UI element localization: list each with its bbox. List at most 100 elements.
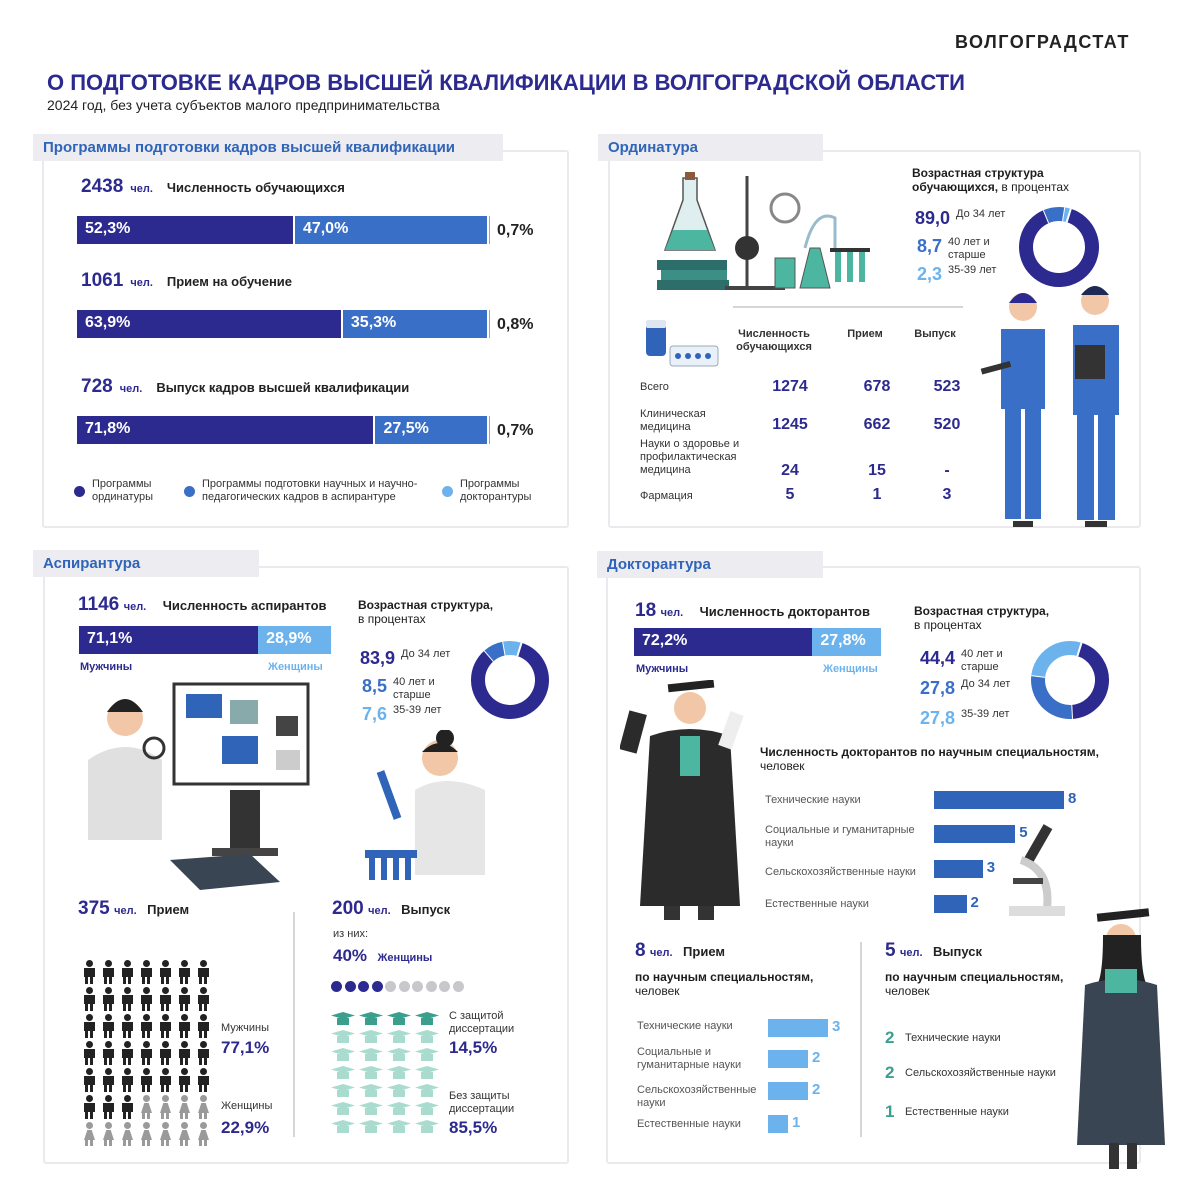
cap-base bbox=[393, 1018, 405, 1025]
cap-top bbox=[331, 1066, 355, 1073]
table-cell: 678 bbox=[863, 378, 891, 395]
icon-body bbox=[179, 1130, 190, 1140]
icon-head bbox=[143, 987, 150, 994]
icon-head bbox=[162, 987, 169, 994]
cap-top bbox=[331, 1102, 355, 1109]
graduation-cap-icon bbox=[359, 1012, 383, 1026]
bar-segment-0: 52,3% bbox=[77, 216, 293, 244]
graduation-cap-icon bbox=[415, 1084, 439, 1098]
icon-leg bbox=[185, 977, 188, 984]
unit-label: чел. bbox=[900, 947, 923, 959]
aspirantura-count-label: Численность аспирантов bbox=[162, 598, 327, 613]
intake-label: Прием bbox=[147, 902, 190, 917]
icon-body bbox=[122, 1130, 133, 1140]
program-stacked-bar: 52,3% 47,0% bbox=[77, 216, 490, 244]
intake-sub-unit: человек bbox=[635, 984, 680, 998]
icon-leg bbox=[128, 1139, 131, 1146]
cap-top bbox=[359, 1102, 383, 1109]
age-row: 83,9 До 34 лет bbox=[353, 648, 493, 669]
donut-slice-0 bbox=[1070, 642, 1109, 719]
icon-body bbox=[160, 1103, 171, 1113]
icon-head bbox=[86, 1068, 93, 1075]
icon-body bbox=[198, 1103, 209, 1113]
of-them-label: из них: bbox=[333, 928, 369, 940]
icon-leg bbox=[123, 1085, 126, 1092]
icon-leg bbox=[142, 1058, 145, 1065]
program-count: 1061 bbox=[81, 270, 124, 291]
microscope-icon bbox=[1009, 824, 1065, 916]
icon-head bbox=[200, 987, 207, 994]
spec-bar bbox=[934, 791, 1064, 809]
man-icon bbox=[158, 1014, 172, 1038]
age-label: 40 лет и старше bbox=[393, 676, 435, 701]
icon-head bbox=[181, 1095, 188, 1102]
program-row-header: 2438 чел. Численность обучающихся bbox=[81, 176, 501, 198]
icon-body bbox=[198, 995, 209, 1004]
donut-slice-1 bbox=[1031, 675, 1073, 719]
intake-spec-bar bbox=[768, 1019, 828, 1037]
icon-leg bbox=[104, 1139, 107, 1146]
age-value: 2,3 bbox=[916, 264, 942, 284]
icon-body bbox=[84, 1076, 95, 1085]
icon-leg bbox=[128, 1031, 131, 1038]
bar-segment-2 bbox=[487, 216, 490, 244]
man-icon bbox=[196, 960, 210, 984]
donut-slice-2 bbox=[1031, 641, 1082, 678]
icon-head bbox=[105, 1122, 112, 1129]
woman-icon bbox=[177, 1122, 191, 1146]
graduation-cap-icon bbox=[359, 1048, 383, 1062]
cap-base bbox=[365, 1036, 377, 1043]
icon-leg bbox=[180, 1031, 183, 1038]
icon-leg bbox=[90, 977, 93, 984]
grad-spec-value: 2 bbox=[885, 1028, 895, 1047]
program-row-label: Численность обучающихся bbox=[166, 180, 345, 195]
bar-value-doktorantura: 0,7% bbox=[497, 422, 534, 439]
icon-leg bbox=[142, 1139, 145, 1146]
age-row: 8,5 40 лет и старше bbox=[353, 676, 493, 702]
bar-segment-0: 71,8% bbox=[77, 416, 374, 444]
icon-leg bbox=[199, 1085, 202, 1092]
icon-head bbox=[181, 1014, 188, 1021]
men-label: Мужчины bbox=[636, 663, 689, 675]
grad-spec-value: 1 bbox=[885, 1102, 895, 1121]
cap-top bbox=[415, 1084, 439, 1091]
icon-leg bbox=[161, 1085, 164, 1092]
icon-head bbox=[105, 1068, 112, 1075]
cap-base bbox=[421, 1090, 433, 1097]
icon-leg bbox=[128, 1058, 131, 1065]
icon-leg bbox=[85, 1031, 88, 1038]
icon-body bbox=[141, 968, 152, 977]
icon-body bbox=[141, 1022, 152, 1031]
icon-leg bbox=[109, 977, 112, 984]
icon-body bbox=[179, 1076, 190, 1085]
cap-top bbox=[415, 1120, 439, 1127]
unit-label: чел. bbox=[127, 183, 153, 195]
icon-body bbox=[84, 1049, 95, 1058]
man-icon bbox=[139, 960, 153, 984]
man-icon bbox=[82, 1095, 96, 1119]
doktorantura-age-title: Возрастная структура, в процентах bbox=[914, 604, 1049, 632]
donut-slice-0 bbox=[1019, 208, 1099, 287]
table-cell: 3 bbox=[942, 486, 952, 503]
graduation-cap-icon bbox=[387, 1084, 411, 1098]
without-defense-label: Без защиты диссертации bbox=[449, 1090, 515, 1115]
unit-label: чел. bbox=[368, 905, 391, 917]
cap-top bbox=[331, 1030, 355, 1037]
man-icon bbox=[120, 987, 134, 1011]
man-icon bbox=[139, 987, 153, 1011]
spec-title-unit: человек bbox=[760, 759, 805, 773]
intake-spec-label: Сельскохозяйственные науки bbox=[637, 1084, 757, 1109]
icon-leg bbox=[85, 1058, 88, 1065]
woman-icon bbox=[158, 1122, 172, 1146]
scientist-magnifier-illustration bbox=[88, 682, 310, 890]
programs-tab: Программы подготовки кадров высшей квали… bbox=[33, 134, 503, 161]
age-title-bold-2: обучающихся, bbox=[912, 180, 999, 194]
age-title-unit: в процентах bbox=[1001, 180, 1070, 194]
icon-leg bbox=[161, 1004, 164, 1011]
icon-leg bbox=[166, 1058, 169, 1065]
cap-base bbox=[365, 1018, 377, 1025]
icon-body bbox=[160, 1076, 171, 1085]
age-value: 27,8 bbox=[919, 678, 955, 698]
icon-leg bbox=[199, 1139, 202, 1146]
icon-head bbox=[124, 1041, 131, 1048]
